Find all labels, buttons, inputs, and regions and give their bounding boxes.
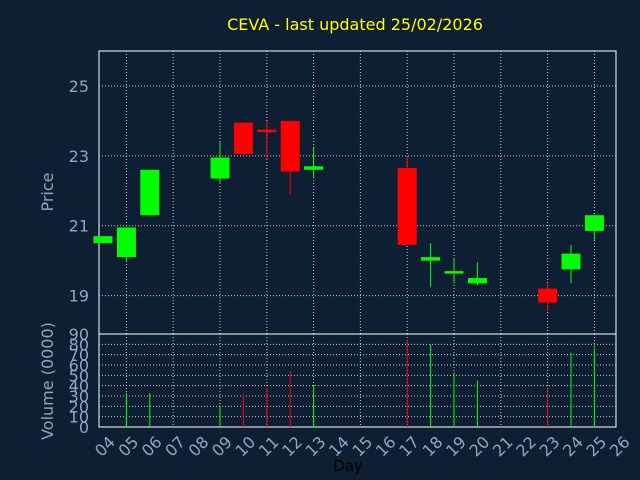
candle-body [538,288,558,303]
candle-body [93,236,113,244]
price-tick-label: 21 [69,217,89,236]
volume-tick-label: 0 [79,418,89,437]
price-axis-label: Price [38,172,57,211]
candle-body [397,168,417,245]
candle-10 [233,122,253,156]
candle-body [584,215,604,231]
candle-25 [584,215,604,240]
candle-17 [397,157,417,245]
candle-body [467,278,487,284]
volume-tick-label: 30 [69,387,89,406]
volume-tick-label: 60 [69,356,89,375]
candle-05 [116,227,136,261]
volume-tick-label: 80 [69,335,89,354]
candle-body [257,129,277,133]
candle-body [444,271,464,274]
candle-body [116,227,136,258]
candle-body [304,166,324,170]
price-candles [93,120,604,312]
volume-axis-label: Volume (0000) [38,322,57,440]
x-tick-label: 26 [606,432,634,460]
candle-body [233,122,253,155]
candle-18 [421,243,441,287]
candle-04 [93,236,113,244]
price-tick-label: 23 [69,147,89,166]
candle-12 [280,120,300,195]
candle-body [561,253,581,270]
candle-body [421,257,441,261]
chart-title: CEVA - last updated 25/02/2026 [227,15,483,34]
candle-19 [444,258,464,284]
x-axis-label: Day [333,457,363,475]
volume-bars [125,340,595,427]
volume-tick-label: 20 [69,397,89,416]
candle-11 [257,120,277,160]
price-y-ticks: 25 23 21 19 [69,77,89,306]
candle-09 [210,141,230,184]
volume-tick-label: 90 [69,325,89,344]
candle-23 [538,283,558,312]
candle-20 [467,262,487,286]
volume-tick-label: 50 [69,366,89,385]
volume-panel [98,333,617,428]
candle-body [210,157,230,179]
volume-tick-label: 40 [69,377,89,396]
candle-06 [140,169,160,216]
price-panel [98,50,617,335]
price-tick-label: 19 [69,287,89,306]
candle-13 [304,147,324,179]
candle-body [280,120,300,172]
price-tick-label: 25 [69,77,89,96]
candle-24 [561,244,581,284]
volume-tick-label: 10 [69,408,89,427]
volume-tick-label: 70 [69,346,89,365]
candle-body [140,169,160,216]
